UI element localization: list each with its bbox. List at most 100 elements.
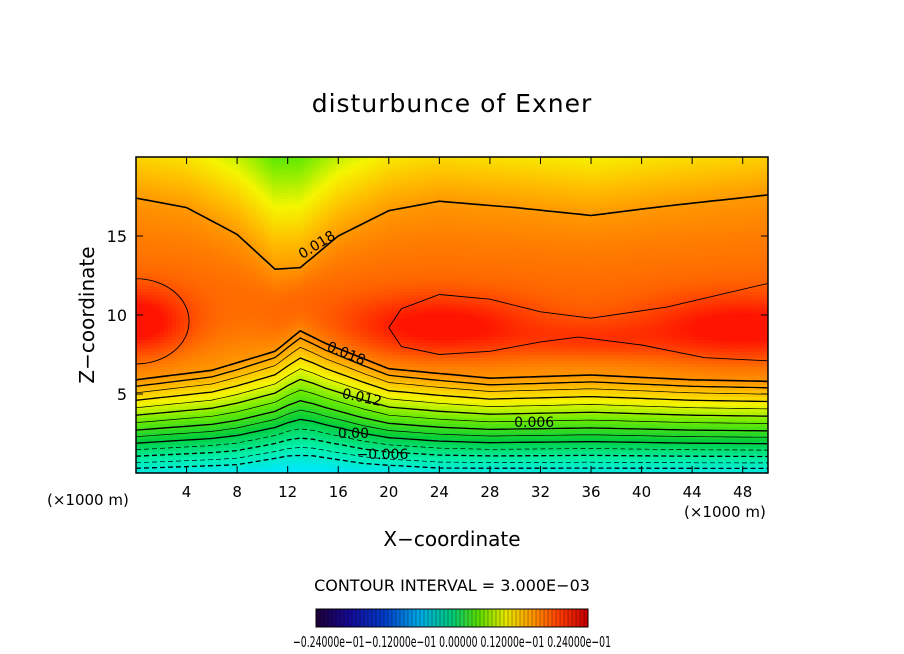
colorbar-swatch bbox=[375, 608, 381, 628]
contour-line bbox=[136, 329, 768, 383]
colorbar-swatch bbox=[551, 608, 557, 628]
colorbar-swatch bbox=[511, 608, 517, 628]
colorbar-swatch bbox=[579, 608, 585, 628]
x-tick-label: 32 bbox=[531, 483, 550, 501]
colorbar-swatch bbox=[555, 608, 561, 628]
contour-line bbox=[136, 337, 768, 389]
colorbar-swatch bbox=[479, 608, 485, 628]
colorbar-swatch bbox=[327, 608, 333, 628]
contour-line bbox=[136, 378, 768, 417]
colorbar-swatch bbox=[467, 608, 473, 628]
colorbar-swatch bbox=[371, 608, 377, 628]
contour-line bbox=[388, 282, 768, 328]
y-axis-label: Z−coordinate bbox=[75, 246, 99, 383]
x-tick-label: 28 bbox=[480, 483, 499, 501]
colorbar-swatch bbox=[359, 608, 365, 628]
contour-line bbox=[136, 447, 768, 464]
x-tick-label: 40 bbox=[632, 483, 651, 501]
colorbar-swatch bbox=[559, 608, 565, 628]
colorbar-swatch bbox=[475, 608, 481, 628]
x-tick-label: 44 bbox=[683, 483, 702, 501]
colorbar-swatch bbox=[447, 608, 453, 628]
colorbar-swatch bbox=[563, 608, 569, 628]
colorbar-swatch bbox=[571, 608, 577, 628]
colorbar-swatch bbox=[335, 608, 341, 628]
colorbar-swatch bbox=[399, 608, 405, 628]
colorbar-swatch bbox=[495, 608, 501, 628]
x-tick-label: 12 bbox=[278, 483, 297, 501]
colorbar-swatch bbox=[319, 608, 325, 628]
x-axis-label: X−coordinate bbox=[383, 527, 520, 551]
colorbar-swatch bbox=[415, 608, 421, 628]
colorbar-swatch bbox=[471, 608, 477, 628]
contour-line bbox=[136, 418, 768, 445]
contour-line bbox=[136, 400, 768, 432]
x-tick-label: 4 bbox=[182, 483, 192, 501]
colorbar-swatch bbox=[455, 608, 461, 628]
colorbar-swatch bbox=[383, 608, 389, 628]
x-axis-unit-right: (×1000 m) bbox=[684, 503, 766, 521]
colorbar-swatch bbox=[423, 608, 429, 628]
colorbar-swatch bbox=[439, 608, 445, 628]
colorbar-swatch bbox=[395, 608, 401, 628]
colorbar-swatch bbox=[539, 608, 545, 628]
chart-title: disturbunce of Exner bbox=[312, 89, 593, 118]
y-tick-label: 5 bbox=[117, 385, 127, 404]
contour-line bbox=[136, 409, 768, 438]
colorbar-swatch bbox=[367, 608, 373, 628]
x-tick-label: 24 bbox=[430, 483, 449, 501]
contour-label: 0.00 bbox=[338, 426, 369, 442]
colorbar-frame bbox=[315, 608, 589, 628]
x-axis-ticks: 4 8 12 16 20 24 28 32 36 40 44 48 bbox=[182, 157, 752, 501]
colorbar-swatch bbox=[547, 608, 553, 628]
contour-lines bbox=[136, 194, 768, 470]
contour-label: 0.006 bbox=[514, 415, 554, 431]
x-tick-label: 16 bbox=[329, 483, 348, 501]
colorbar-swatch bbox=[427, 608, 433, 628]
colorbar-swatch bbox=[567, 608, 573, 628]
colorbar-swatch bbox=[331, 608, 337, 628]
colorbar-swatch bbox=[355, 608, 361, 628]
colorbar-swatch bbox=[483, 608, 489, 628]
contour-line bbox=[136, 454, 768, 470]
colorbar-swatch bbox=[515, 608, 521, 628]
colorbar-swatch bbox=[487, 608, 493, 628]
colorbar-swatch bbox=[379, 608, 385, 628]
y-tick-label: 15 bbox=[107, 227, 127, 246]
colorbar-swatch bbox=[431, 608, 437, 628]
contour-line bbox=[136, 389, 768, 424]
colorbar-swatch bbox=[531, 608, 537, 628]
colorbar-swatch bbox=[463, 608, 469, 628]
contour-line bbox=[136, 428, 768, 451]
colorbar-swatch bbox=[519, 608, 525, 628]
colorbar-swatch bbox=[347, 608, 353, 628]
colorbar-swatch bbox=[451, 608, 457, 628]
colorbar-swatch bbox=[535, 608, 541, 628]
colorbar-swatch bbox=[351, 608, 357, 628]
colorbar-swatch bbox=[499, 608, 505, 628]
contour-line bbox=[388, 327, 768, 362]
colorbar-swatch bbox=[503, 608, 509, 628]
contour-line bbox=[136, 368, 768, 410]
colorbar-swatch bbox=[387, 608, 393, 628]
colorbar-swatch bbox=[411, 608, 417, 628]
contour-line bbox=[136, 346, 768, 395]
x-tick-label: 48 bbox=[733, 483, 752, 501]
colorbar-swatch bbox=[391, 608, 397, 628]
colorbar-labels: −0.24000e−01−0.12000e−01 0.00000 0.12000… bbox=[293, 633, 611, 651]
colorbar-swatch bbox=[435, 608, 441, 628]
colorbar-swatch bbox=[443, 608, 449, 628]
contour-label: −0.006 bbox=[357, 447, 409, 463]
contour-interval-text: CONTOUR INTERVAL = 3.000E−03 bbox=[314, 576, 590, 595]
colorbar-swatch bbox=[491, 608, 497, 628]
colorbar-swatch bbox=[403, 608, 409, 628]
colorbar-swatch bbox=[459, 608, 465, 628]
colorbar-swatch bbox=[339, 608, 345, 628]
contour-line bbox=[136, 437, 768, 458]
colorbar-swatch bbox=[507, 608, 513, 628]
contour-fill bbox=[136, 157, 768, 473]
colorbar bbox=[315, 608, 589, 628]
colorbar-swatch bbox=[343, 608, 349, 628]
colorbar-swatch bbox=[323, 608, 329, 628]
